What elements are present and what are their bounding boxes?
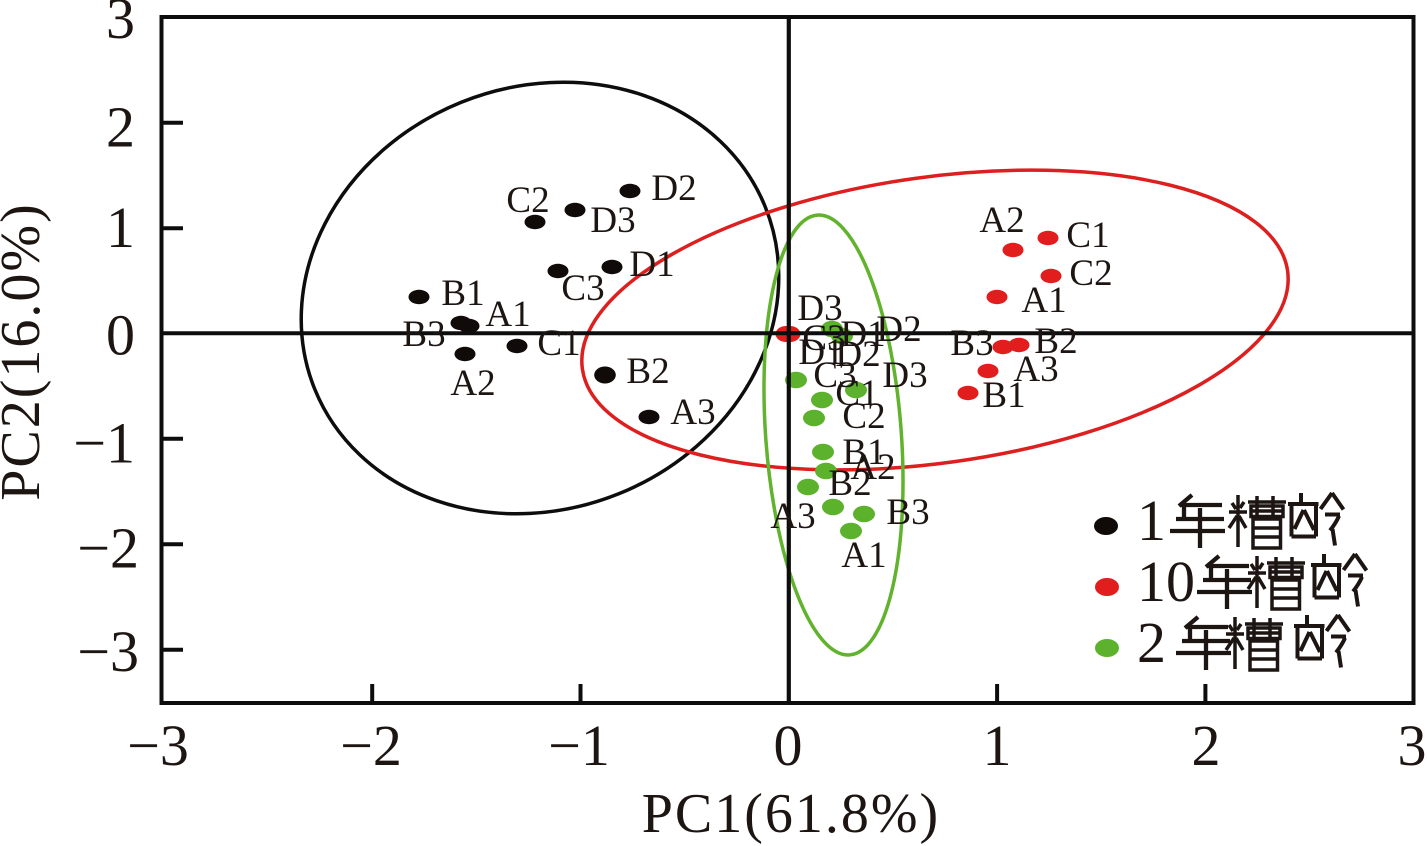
svg-text:PC1(61.8%): PC1(61.8%) (642, 783, 940, 845)
svg-text:C3: C3 (802, 318, 845, 359)
svg-text:C2: C2 (842, 396, 885, 437)
svg-text:0: 0 (106, 303, 135, 368)
svg-text:0: 0 (774, 713, 803, 778)
svg-text:B1: B1 (842, 432, 885, 473)
svg-text:A2: A2 (850, 447, 895, 488)
svg-text:−3: −3 (77, 619, 139, 684)
svg-text:2: 2 (1192, 713, 1221, 778)
svg-text:B1: B1 (441, 273, 484, 314)
svg-text:C2: C2 (506, 180, 549, 221)
svg-text:D1: D1 (629, 244, 674, 285)
svg-text:1: 1 (106, 195, 135, 260)
svg-text:B2: B2 (626, 351, 669, 392)
svg-text:C3: C3 (561, 268, 604, 309)
svg-text:10: 10 (1137, 549, 1195, 614)
svg-text:B3: B3 (886, 492, 929, 533)
svg-text:B2: B2 (828, 463, 871, 504)
svg-text:3: 3 (1398, 713, 1427, 778)
svg-text:−2: −2 (340, 713, 402, 778)
svg-text:−3: −3 (127, 713, 189, 778)
svg-text:2: 2 (106, 95, 135, 160)
svg-text:−2: −2 (77, 516, 139, 581)
svg-text:A3: A3 (1013, 349, 1058, 390)
svg-text:D1: D1 (798, 332, 843, 373)
svg-text:B2: B2 (1034, 321, 1077, 362)
svg-text:D1: D1 (840, 314, 885, 355)
svg-text:A3: A3 (770, 496, 815, 537)
svg-text:2: 2 (1137, 610, 1166, 675)
svg-text:PC2(16.0%): PC2(16.0%) (0, 202, 52, 500)
svg-text:A1: A1 (485, 294, 530, 335)
svg-text:A2: A2 (979, 200, 1024, 241)
svg-text:B1: B1 (982, 375, 1025, 416)
svg-text:D2: D2 (876, 309, 921, 350)
svg-text:C1: C1 (537, 323, 580, 364)
svg-text:3: 3 (106, 0, 135, 51)
svg-text:A3: A3 (670, 392, 715, 433)
svg-text:B3: B3 (402, 314, 445, 355)
svg-text:C2: C2 (1069, 253, 1112, 294)
svg-text:D2: D2 (651, 168, 696, 209)
svg-text:B3: B3 (950, 323, 993, 364)
svg-text:A1: A1 (1021, 280, 1066, 321)
svg-text:A1: A1 (841, 535, 886, 576)
svg-text:C1: C1 (835, 373, 878, 414)
svg-text:D2: D2 (835, 334, 880, 375)
svg-text:A2: A2 (450, 363, 495, 404)
svg-text:−1: −1 (73, 411, 135, 476)
svg-text:−1: −1 (548, 713, 610, 778)
svg-text:C3: C3 (813, 355, 856, 396)
svg-text:D3: D3 (797, 288, 842, 329)
svg-text:1: 1 (1137, 488, 1166, 553)
svg-text:1: 1 (983, 713, 1012, 778)
svg-text:D3: D3 (882, 355, 927, 396)
svg-text:C1: C1 (1066, 215, 1109, 256)
svg-text:D3: D3 (590, 200, 635, 241)
